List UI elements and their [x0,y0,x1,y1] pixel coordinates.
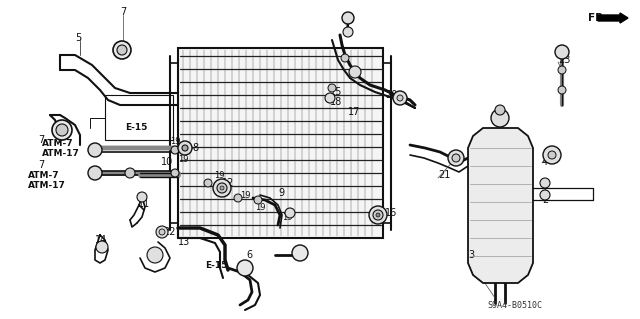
Text: 17: 17 [348,107,360,117]
Circle shape [393,91,407,105]
Text: 19: 19 [255,203,266,211]
Text: 16: 16 [385,208,397,218]
Circle shape [341,54,349,62]
Text: 19: 19 [214,170,225,180]
Text: FR.: FR. [588,13,607,23]
Text: 8: 8 [192,143,198,153]
Circle shape [558,86,566,94]
Circle shape [397,95,403,101]
Circle shape [495,105,505,115]
Circle shape [543,146,561,164]
Circle shape [558,66,566,74]
Text: 7: 7 [38,160,44,170]
Text: ATM-7: ATM-7 [28,170,60,180]
Circle shape [343,27,353,37]
Circle shape [448,150,464,166]
Text: 19: 19 [178,155,189,165]
Circle shape [325,93,335,103]
Circle shape [56,124,68,136]
Text: ATM-17: ATM-17 [42,149,80,158]
Circle shape [125,168,135,178]
Text: 7: 7 [120,7,126,17]
Text: 21: 21 [438,170,451,180]
Circle shape [182,145,188,151]
Text: 12: 12 [222,178,234,188]
Circle shape [159,229,165,235]
Circle shape [540,178,550,188]
Circle shape [178,141,192,155]
Circle shape [171,169,179,177]
Circle shape [156,226,168,238]
Circle shape [349,66,361,78]
Text: 18: 18 [330,97,342,107]
Circle shape [88,143,102,157]
Circle shape [328,84,336,92]
Circle shape [213,179,231,197]
Circle shape [204,179,212,187]
Bar [105,95,173,140]
Text: 9: 9 [278,188,284,198]
Text: 19: 19 [170,137,180,146]
Circle shape [254,196,262,204]
Circle shape [88,166,102,180]
Circle shape [342,12,354,24]
Text: 4: 4 [542,157,548,167]
Circle shape [117,45,127,55]
Text: S9A4-B0510C: S9A4-B0510C [487,301,542,310]
Text: 5: 5 [75,33,81,43]
Circle shape [373,210,383,220]
Circle shape [540,190,550,200]
Text: 7: 7 [38,135,44,145]
Circle shape [217,183,227,193]
Text: 13: 13 [178,237,190,247]
Circle shape [285,208,295,218]
Circle shape [137,192,147,202]
Text: 20: 20 [342,15,355,25]
Circle shape [237,260,253,276]
Text: E-15: E-15 [125,123,147,132]
Circle shape [548,151,556,159]
Text: 15: 15 [330,87,342,97]
Circle shape [113,41,131,59]
Text: 23: 23 [558,55,570,65]
Text: 19: 19 [240,190,250,199]
Text: 3: 3 [468,250,474,260]
Circle shape [220,186,224,190]
Circle shape [52,120,72,140]
Circle shape [376,213,380,217]
FancyArrow shape [598,13,628,23]
Polygon shape [468,128,533,283]
Circle shape [96,241,108,253]
Text: 2: 2 [542,195,548,205]
Text: 22: 22 [163,227,175,237]
Circle shape [171,146,179,154]
Text: 1: 1 [542,183,548,193]
Text: 6: 6 [246,250,252,260]
Bar [178,48,383,238]
Circle shape [234,194,242,202]
Text: 14: 14 [95,235,108,245]
Circle shape [292,245,308,261]
Text: E-15: E-15 [205,261,227,270]
Text: 10: 10 [161,157,173,167]
Text: 19: 19 [282,213,292,222]
Circle shape [491,109,509,127]
Circle shape [452,154,460,162]
Circle shape [369,206,387,224]
Circle shape [147,247,163,263]
Circle shape [555,45,569,59]
Text: 20: 20 [385,90,397,100]
Text: ATM-17: ATM-17 [28,181,66,189]
Text: ATM-7: ATM-7 [42,138,74,147]
Text: 11: 11 [138,199,150,209]
